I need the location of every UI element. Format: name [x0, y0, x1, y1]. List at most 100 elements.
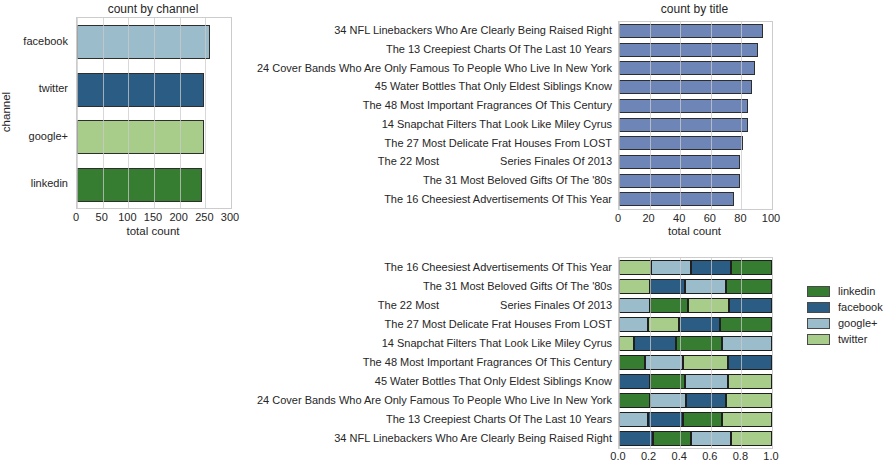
segment-twitter: [726, 393, 772, 408]
x-tick-label: 0.6: [702, 450, 717, 462]
segment-linkedin: [653, 431, 691, 446]
legend-label: twitter: [838, 333, 867, 345]
segment-facebook: [686, 393, 726, 408]
gridline: [711, 22, 712, 209]
gridline: [180, 18, 181, 208]
y-tick-label: 45 Water Bottles That Only Eldest Siblin…: [240, 371, 612, 390]
bar-title-count: [619, 43, 758, 57]
y-tick-label: 24 Cover Bands Who Are Only Famous To Pe…: [240, 58, 612, 77]
bar-title-count: [619, 80, 752, 94]
segment-linkedin: [726, 279, 772, 294]
segment-facebook: [619, 374, 650, 389]
gridline: [619, 22, 620, 209]
segment-facebook: [648, 412, 683, 427]
gridline: [650, 258, 651, 448]
stacked-chart-x-tick-labels: 0.00.20.40.60.81.0: [618, 450, 771, 464]
x-tick-label: 20: [642, 212, 654, 224]
channel-chart-x-tick-labels: 050100150200250300: [76, 211, 230, 225]
segment-linkedin: [619, 355, 645, 370]
gridline: [619, 258, 620, 448]
gridline: [154, 18, 155, 208]
bar-google+: [77, 120, 204, 154]
gridline: [772, 22, 773, 209]
gridline: [205, 18, 206, 208]
y-tick-label: 45 Water Bottles That Only Eldest Siblin…: [240, 77, 612, 96]
x-tick-label: 0.0: [610, 450, 625, 462]
x-tick-label: 50: [96, 211, 108, 223]
bar-title-count: [619, 99, 748, 113]
x-tick-label: 100: [118, 211, 136, 223]
segment-google+: [619, 412, 648, 427]
gridline: [231, 18, 232, 208]
legend-label: linkedin: [838, 285, 875, 297]
gridline: [741, 258, 742, 448]
segment-twitter: [728, 374, 772, 389]
stacked-chart-plot-area: [618, 257, 773, 449]
channel-chart-plot-area: [76, 17, 232, 209]
gridline: [77, 18, 78, 208]
legend-item-linkedin: linkedin: [807, 283, 883, 299]
segment-google+: [685, 374, 728, 389]
y-tick-label: The 13 Creepiest Charts Of The Last 10 Y…: [240, 409, 612, 428]
y-tick-label: The 22 Most Series Finales Of 2013: [240, 152, 612, 171]
x-tick-label: 0.4: [672, 450, 687, 462]
segment-linkedin: [619, 393, 650, 408]
title-chart-category-labels: 34 NFL Linebackers Who Are Clearly Being…: [240, 21, 612, 208]
x-tick-label: 1.0: [763, 450, 778, 462]
legend-swatch-twitter: [807, 334, 830, 345]
x-tick-label: 200: [169, 211, 187, 223]
title-chart-x-tick-labels: 020406080100: [618, 212, 771, 226]
segment-google+: [651, 260, 691, 275]
segment-twitter: [722, 412, 772, 427]
y-tick-label: The 48 Most Important Fragrances Of This…: [240, 352, 612, 371]
stacked-chart-category-labels: The 16 Cheesiest Advertisements Of This …: [240, 257, 612, 447]
x-tick-label: 150: [144, 211, 162, 223]
gridline: [680, 258, 681, 448]
x-tick-label: 300: [221, 211, 239, 223]
y-tick-label: google+: [0, 112, 68, 160]
gridline: [741, 22, 742, 209]
channel-chart-category-labels: facebooktwittergoogle+linkedin: [0, 17, 68, 207]
bar-facebook: [77, 25, 210, 59]
segment-linkedin: [720, 317, 772, 332]
segment-twitter: [731, 431, 772, 446]
bar-title-count: [619, 118, 748, 132]
segment-google+: [722, 336, 772, 351]
bar-title-count: [619, 192, 734, 206]
legend-item-facebook: facebook: [807, 299, 883, 315]
legend-label: facebook: [838, 301, 883, 313]
legend: linkedin facebook google+ twitter: [807, 283, 883, 347]
y-tick-label: The 48 Most Important Fragrances Of This…: [240, 96, 612, 115]
legend-item-google+: google+: [807, 315, 883, 331]
segment-facebook: [679, 317, 720, 332]
y-tick-label: The 16 Cheesiest Advertisements Of This …: [240, 257, 612, 276]
legend-label: google+: [838, 317, 877, 329]
bar-linkedin: [77, 168, 202, 202]
x-tick-label: 0.8: [733, 450, 748, 462]
segment-twitter: [619, 260, 651, 275]
gridline: [650, 22, 651, 209]
channel-chart-title: count by channel: [76, 2, 230, 16]
segment-twitter: [683, 355, 727, 370]
y-tick-label: linkedin: [0, 160, 68, 208]
y-tick-label: The 31 Most Beloved Gifts Of The '80s: [240, 171, 612, 190]
y-tick-label: 34 NFL Linebackers Who Are Clearly Being…: [240, 428, 612, 447]
segment-linkedin: [676, 336, 722, 351]
gridline: [103, 18, 104, 208]
segment-facebook: [634, 336, 675, 351]
y-tick-label: The 22 Most Series Finales Of 2013: [240, 295, 612, 314]
y-tick-label: facebook: [0, 17, 68, 65]
segment-twitter: [648, 317, 679, 332]
segment-linkedin: [731, 260, 772, 275]
segment-google+: [645, 355, 683, 370]
bar-twitter: [77, 73, 204, 107]
y-tick-label: The 27 Most Delicate Frat Houses From LO…: [240, 314, 612, 333]
gridline: [128, 18, 129, 208]
x-tick-label: 60: [704, 212, 716, 224]
y-tick-label: 14 Snapchat Filters That Look Like Miley…: [240, 333, 612, 352]
x-tick-label: 100: [762, 212, 780, 224]
segment-twitter: [619, 336, 634, 351]
y-tick-label: The 16 Cheesiest Advertisements Of This …: [240, 189, 612, 208]
segment-facebook: [619, 431, 653, 446]
segment-linkedin: [683, 412, 721, 427]
